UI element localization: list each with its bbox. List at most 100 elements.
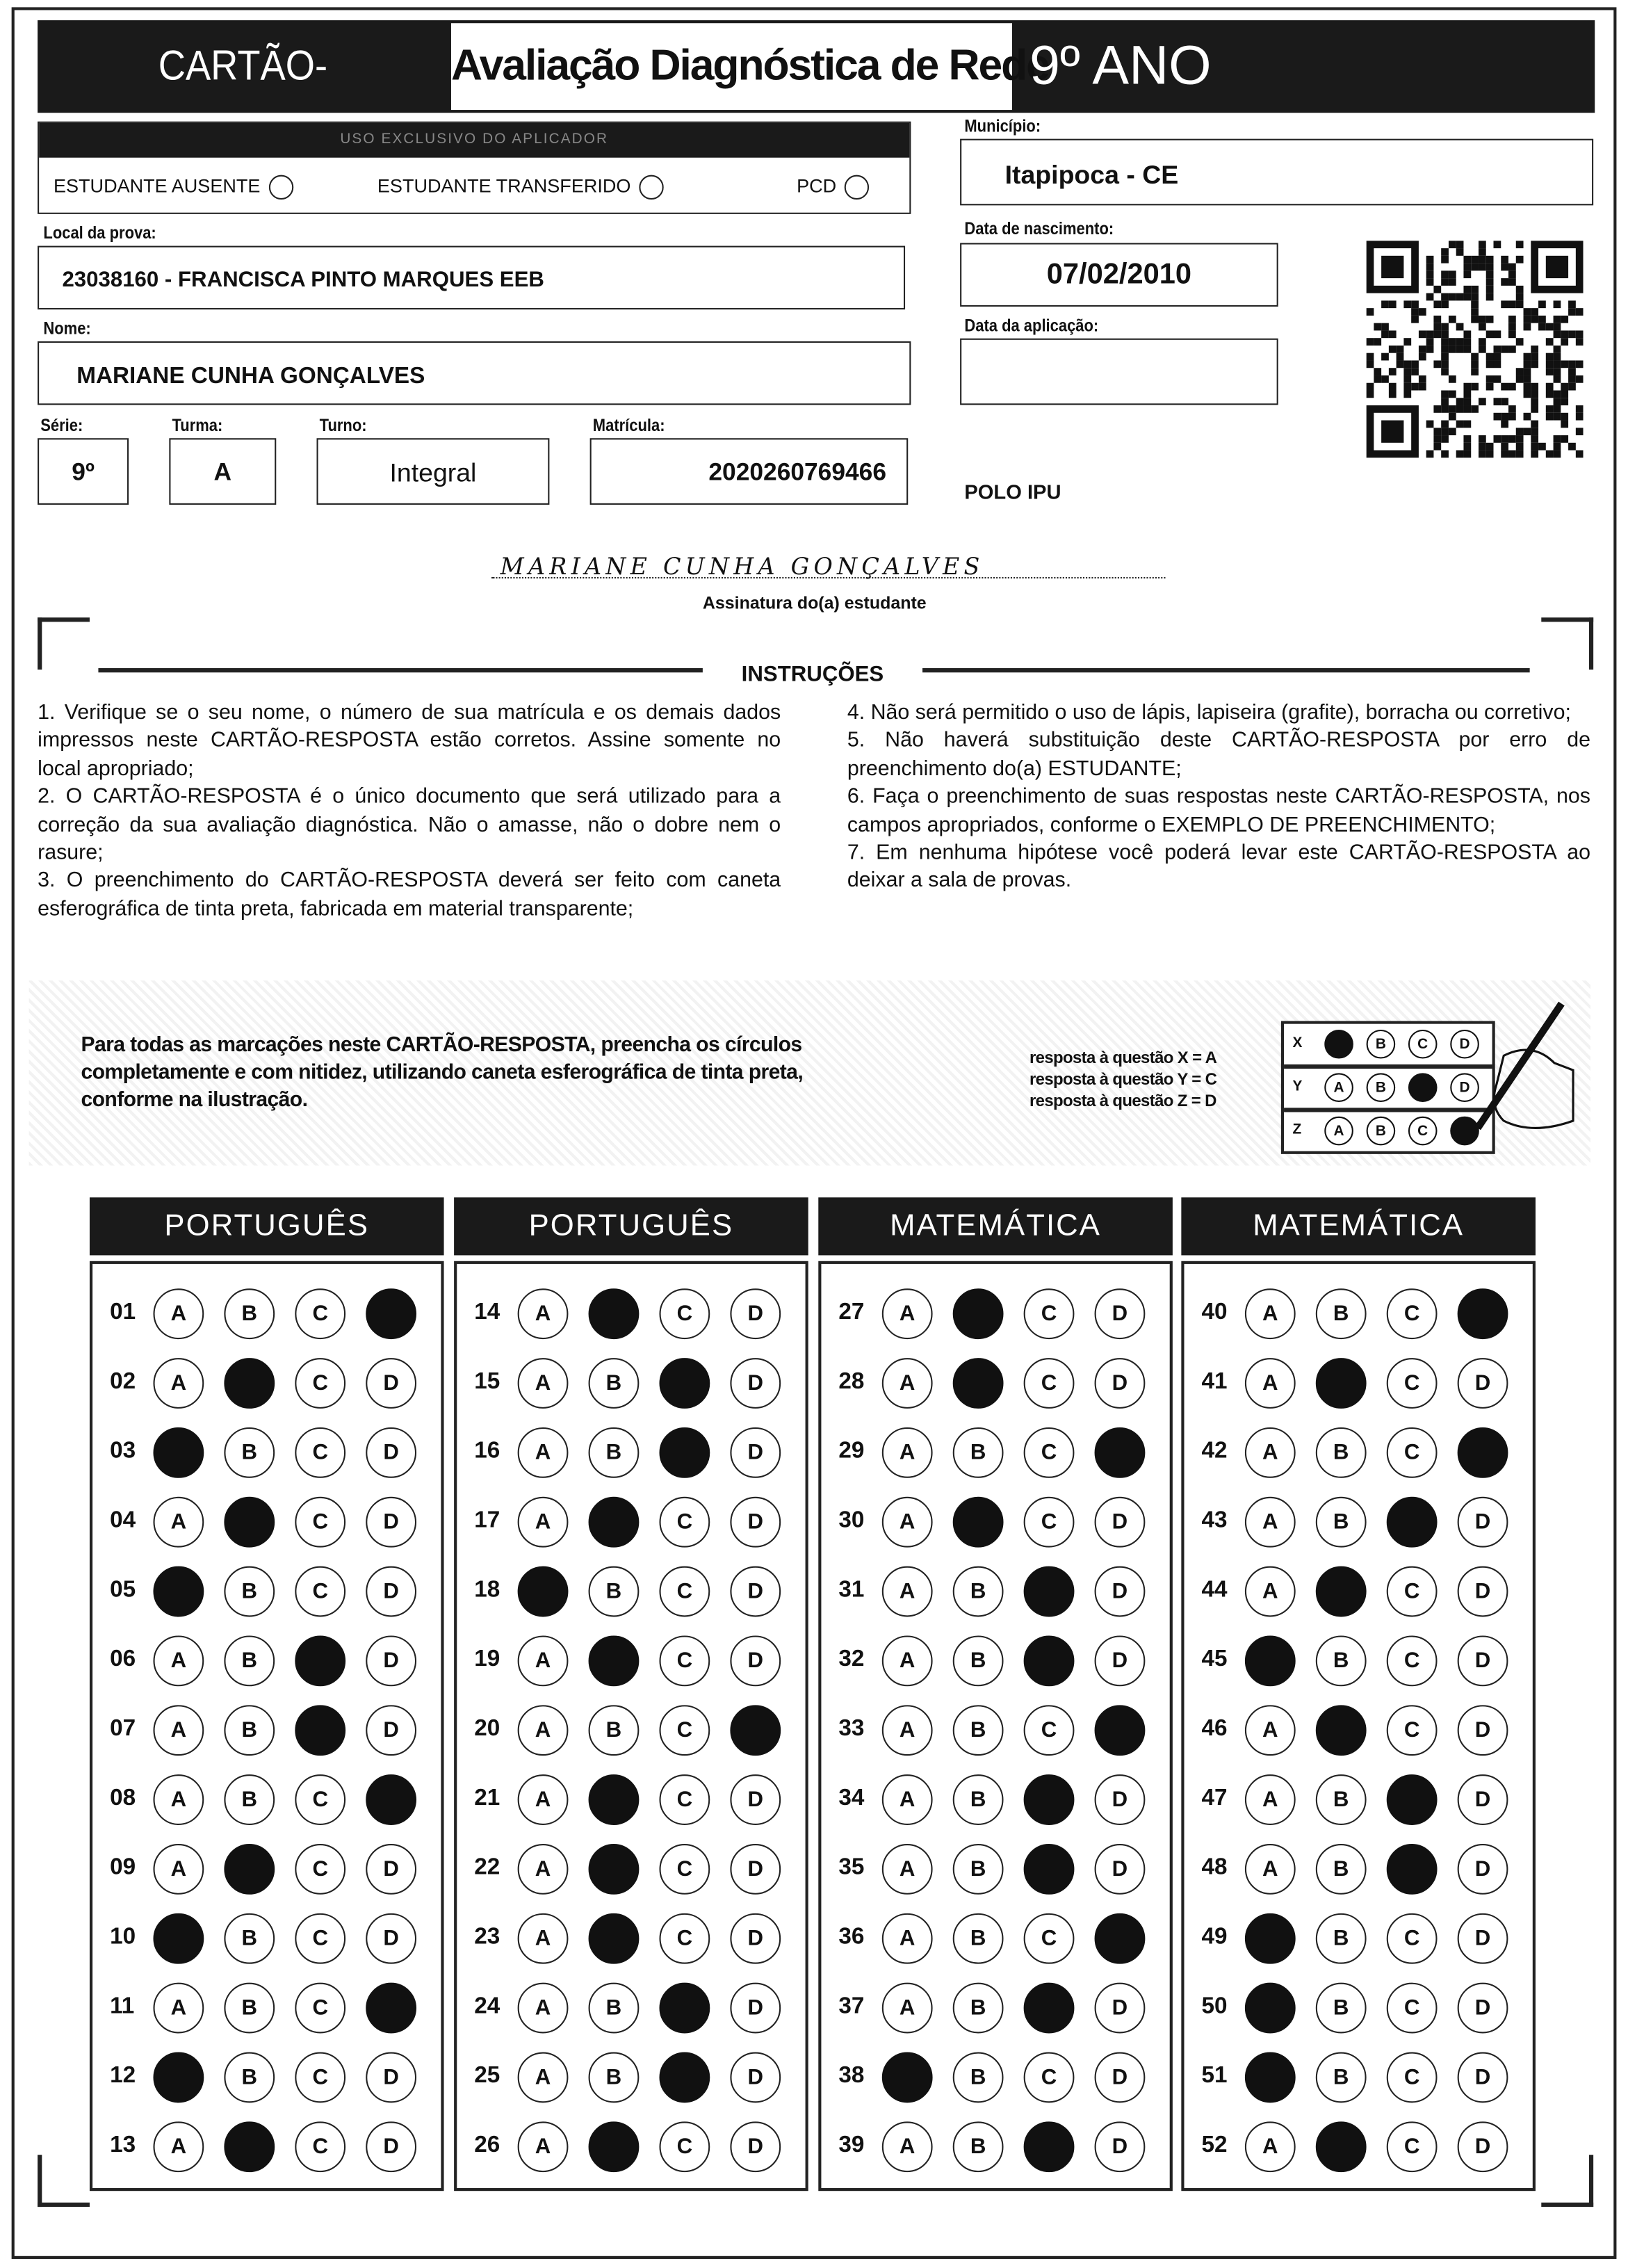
answer-bubble-c[interactable]: C xyxy=(1023,2052,1075,2103)
answer-bubble-d[interactable]: D xyxy=(730,1358,781,1409)
answer-bubble-b[interactable]: B xyxy=(1315,1982,1367,2034)
answer-bubble-b[interactable]: B xyxy=(1315,1566,1367,1617)
answer-bubble-d[interactable]: D xyxy=(1457,1358,1508,1409)
answer-bubble-a[interactable]: A xyxy=(517,1358,569,1409)
answer-bubble-a[interactable]: A xyxy=(881,1288,933,1340)
answer-bubble-b[interactable]: B xyxy=(1315,1496,1367,1548)
answer-bubble-a[interactable]: A xyxy=(1244,1982,1296,2034)
answer-bubble-a[interactable]: A xyxy=(153,1913,204,1964)
answer-bubble-b[interactable]: B xyxy=(1315,1844,1367,1895)
answer-bubble-c[interactable]: C xyxy=(295,2052,346,2103)
answer-bubble-d[interactable]: D xyxy=(366,1705,417,1756)
answer-bubble-c[interactable]: C xyxy=(295,1774,346,1825)
answer-bubble-a[interactable]: A xyxy=(153,1427,204,1478)
answer-bubble-a[interactable]: A xyxy=(881,1635,933,1687)
answer-bubble-c[interactable]: C xyxy=(659,1496,710,1548)
answer-bubble-c[interactable]: C xyxy=(295,1635,346,1687)
answer-bubble-b[interactable]: B xyxy=(1315,1358,1367,1409)
answer-bubble-d[interactable]: D xyxy=(730,1705,781,1756)
answer-bubble-b[interactable]: B xyxy=(1315,1705,1367,1756)
answer-bubble-a[interactable]: A xyxy=(153,1844,204,1895)
answer-bubble-c[interactable]: C xyxy=(1023,1982,1075,2034)
answer-bubble-b[interactable]: B xyxy=(952,1635,1004,1687)
answer-bubble-b[interactable]: B xyxy=(224,1496,275,1548)
answer-bubble-b[interactable]: B xyxy=(588,1844,640,1895)
answer-bubble-b[interactable]: B xyxy=(588,1288,640,1340)
answer-bubble-b[interactable]: B xyxy=(588,1496,640,1548)
answer-bubble-b[interactable]: B xyxy=(1315,1774,1367,1825)
answer-bubble-b[interactable]: B xyxy=(1315,1427,1367,1478)
answer-bubble-a[interactable]: A xyxy=(1244,1358,1296,1409)
answer-bubble-b[interactable]: B xyxy=(1315,2052,1367,2103)
answer-bubble-b[interactable]: B xyxy=(588,1913,640,1964)
answer-bubble-c[interactable]: C xyxy=(1386,1982,1438,2034)
answer-bubble-d[interactable]: D xyxy=(366,1288,417,1340)
answer-bubble-a[interactable]: A xyxy=(1244,1844,1296,1895)
answer-bubble-b[interactable]: B xyxy=(224,1774,275,1825)
answer-bubble-c[interactable]: C xyxy=(1023,1288,1075,1340)
answer-bubble-d[interactable]: D xyxy=(730,1844,781,1895)
answer-bubble-a[interactable]: A xyxy=(1244,1705,1296,1756)
answer-bubble-d[interactable]: D xyxy=(1094,1427,1146,1478)
answer-bubble-a[interactable]: A xyxy=(153,1288,204,1340)
answer-bubble-d[interactable]: D xyxy=(366,1358,417,1409)
answer-bubble-d[interactable]: D xyxy=(1457,1705,1508,1756)
pcd-radio[interactable] xyxy=(845,175,870,200)
answer-bubble-c[interactable]: C xyxy=(1023,1774,1075,1825)
answer-bubble-c[interactable]: C xyxy=(659,1635,710,1687)
answer-bubble-b[interactable]: B xyxy=(588,1635,640,1687)
answer-bubble-c[interactable]: C xyxy=(659,1288,710,1340)
answer-bubble-c[interactable]: C xyxy=(1386,1566,1438,1617)
answer-bubble-d[interactable]: D xyxy=(730,1496,781,1548)
answer-bubble-c[interactable]: C xyxy=(659,1358,710,1409)
absent-radio[interactable] xyxy=(268,175,294,200)
answer-bubble-b[interactable]: B xyxy=(588,1705,640,1756)
answer-bubble-c[interactable]: C xyxy=(659,1427,710,1478)
answer-bubble-a[interactable]: A xyxy=(517,1496,569,1548)
answer-bubble-d[interactable]: D xyxy=(730,1427,781,1478)
answer-bubble-a[interactable]: A xyxy=(153,1358,204,1409)
answer-bubble-d[interactable]: D xyxy=(1457,1774,1508,1825)
answer-bubble-b[interactable]: B xyxy=(224,2121,275,2173)
answer-bubble-c[interactable]: C xyxy=(659,1913,710,1964)
answer-bubble-a[interactable]: A xyxy=(153,1705,204,1756)
answer-bubble-a[interactable]: A xyxy=(153,2052,204,2103)
answer-bubble-a[interactable]: A xyxy=(153,2121,204,2173)
answer-bubble-c[interactable]: C xyxy=(1023,1844,1075,1895)
answer-bubble-b[interactable]: B xyxy=(224,1635,275,1687)
answer-bubble-a[interactable]: A xyxy=(881,1705,933,1756)
answer-bubble-c[interactable]: C xyxy=(295,1844,346,1895)
answer-bubble-d[interactable]: D xyxy=(1457,1288,1508,1340)
answer-bubble-b[interactable]: B xyxy=(224,1705,275,1756)
answer-bubble-d[interactable]: D xyxy=(1457,1844,1508,1895)
answer-bubble-a[interactable]: A xyxy=(517,1705,569,1756)
answer-bubble-b[interactable]: B xyxy=(224,1566,275,1617)
answer-bubble-d[interactable]: D xyxy=(1457,1982,1508,2034)
answer-bubble-c[interactable]: C xyxy=(295,1288,346,1340)
answer-bubble-b[interactable]: B xyxy=(224,1913,275,1964)
answer-bubble-c[interactable]: C xyxy=(1386,1358,1438,1409)
answer-bubble-d[interactable]: D xyxy=(1094,2052,1146,2103)
answer-bubble-c[interactable]: C xyxy=(1386,1496,1438,1548)
answer-bubble-c[interactable]: C xyxy=(295,2121,346,2173)
answer-bubble-b[interactable]: B xyxy=(952,1774,1004,1825)
answer-bubble-c[interactable]: C xyxy=(295,1982,346,2034)
answer-bubble-a[interactable]: A xyxy=(517,2052,569,2103)
answer-bubble-b[interactable]: B xyxy=(224,1358,275,1409)
answer-bubble-d[interactable]: D xyxy=(366,1427,417,1478)
answer-bubble-a[interactable]: A xyxy=(153,1635,204,1687)
answer-bubble-c[interactable]: C xyxy=(1023,1358,1075,1409)
answer-bubble-c[interactable]: C xyxy=(659,1566,710,1617)
answer-bubble-b[interactable]: B xyxy=(224,1982,275,2034)
answer-bubble-c[interactable]: C xyxy=(659,2052,710,2103)
answer-bubble-d[interactable]: D xyxy=(1094,1288,1146,1340)
answer-bubble-c[interactable]: C xyxy=(295,1566,346,1617)
answer-bubble-b[interactable]: B xyxy=(588,1774,640,1825)
answer-bubble-a[interactable]: A xyxy=(517,1566,569,1617)
answer-bubble-b[interactable]: B xyxy=(952,1427,1004,1478)
answer-bubble-b[interactable]: B xyxy=(952,1496,1004,1548)
answer-bubble-a[interactable]: A xyxy=(517,1774,569,1825)
answer-bubble-d[interactable]: D xyxy=(366,1566,417,1617)
answer-bubble-a[interactable]: A xyxy=(881,1566,933,1617)
answer-bubble-b[interactable]: B xyxy=(224,1288,275,1340)
